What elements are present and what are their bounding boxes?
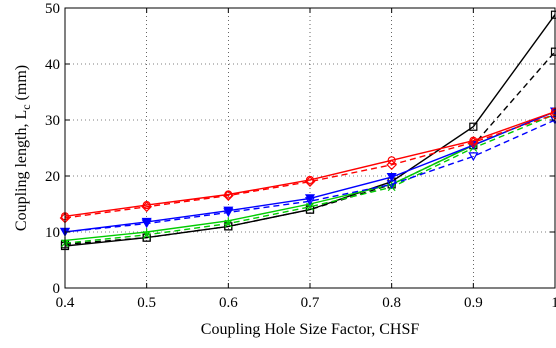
series-group — [59, 10, 556, 251]
data-point-marker — [386, 173, 397, 182]
y-tick-label: 40 — [45, 57, 60, 73]
data-point-marker — [224, 219, 233, 228]
y-axis-label-main: Coupling length, L — [13, 110, 30, 231]
y-tick-label: 30 — [45, 113, 60, 129]
data-point-marker — [222, 190, 234, 201]
y-tick-label: 20 — [45, 169, 60, 185]
x-tick-label: 1 — [551, 295, 556, 311]
series-line — [64, 113, 556, 219]
y-tick-label: 0 — [53, 281, 61, 297]
x-tick-label: 0.7 — [301, 295, 320, 311]
data-point-marker — [469, 122, 478, 131]
x-tick-label: 0.4 — [56, 295, 75, 311]
x-tick-label: 0.8 — [382, 295, 401, 311]
series-line — [64, 110, 556, 217]
data-point-marker — [141, 219, 152, 229]
data-point-marker — [142, 230, 151, 239]
y-axis-label-sub: c — [19, 104, 33, 109]
data-point-marker — [304, 176, 316, 187]
data-point-marker — [386, 159, 398, 171]
x-tick-label: 0.5 — [137, 295, 156, 311]
data-point-marker — [306, 202, 314, 211]
data-point-marker — [223, 208, 234, 218]
data-point-marker — [304, 194, 316, 204]
x-axis-label: Coupling Hole Size Factor, CHSF — [201, 321, 420, 338]
data-point-marker — [141, 201, 153, 213]
x-tick-label: 0.6 — [219, 295, 238, 311]
y-axis-label-unit: (mm) — [13, 65, 30, 105]
data-point-marker — [304, 197, 316, 206]
data-point-marker — [468, 152, 479, 162]
data-point-marker — [386, 180, 397, 190]
series-line — [64, 119, 556, 233]
y-axis-label: Coupling length, Lc (mm) — [13, 65, 33, 231]
y-tick-label: 50 — [45, 1, 60, 17]
data-point-marker — [467, 137, 479, 148]
x-tick-label: 0.9 — [464, 295, 483, 311]
y-tick-label: 10 — [45, 225, 60, 241]
data-point-marker — [387, 156, 396, 165]
